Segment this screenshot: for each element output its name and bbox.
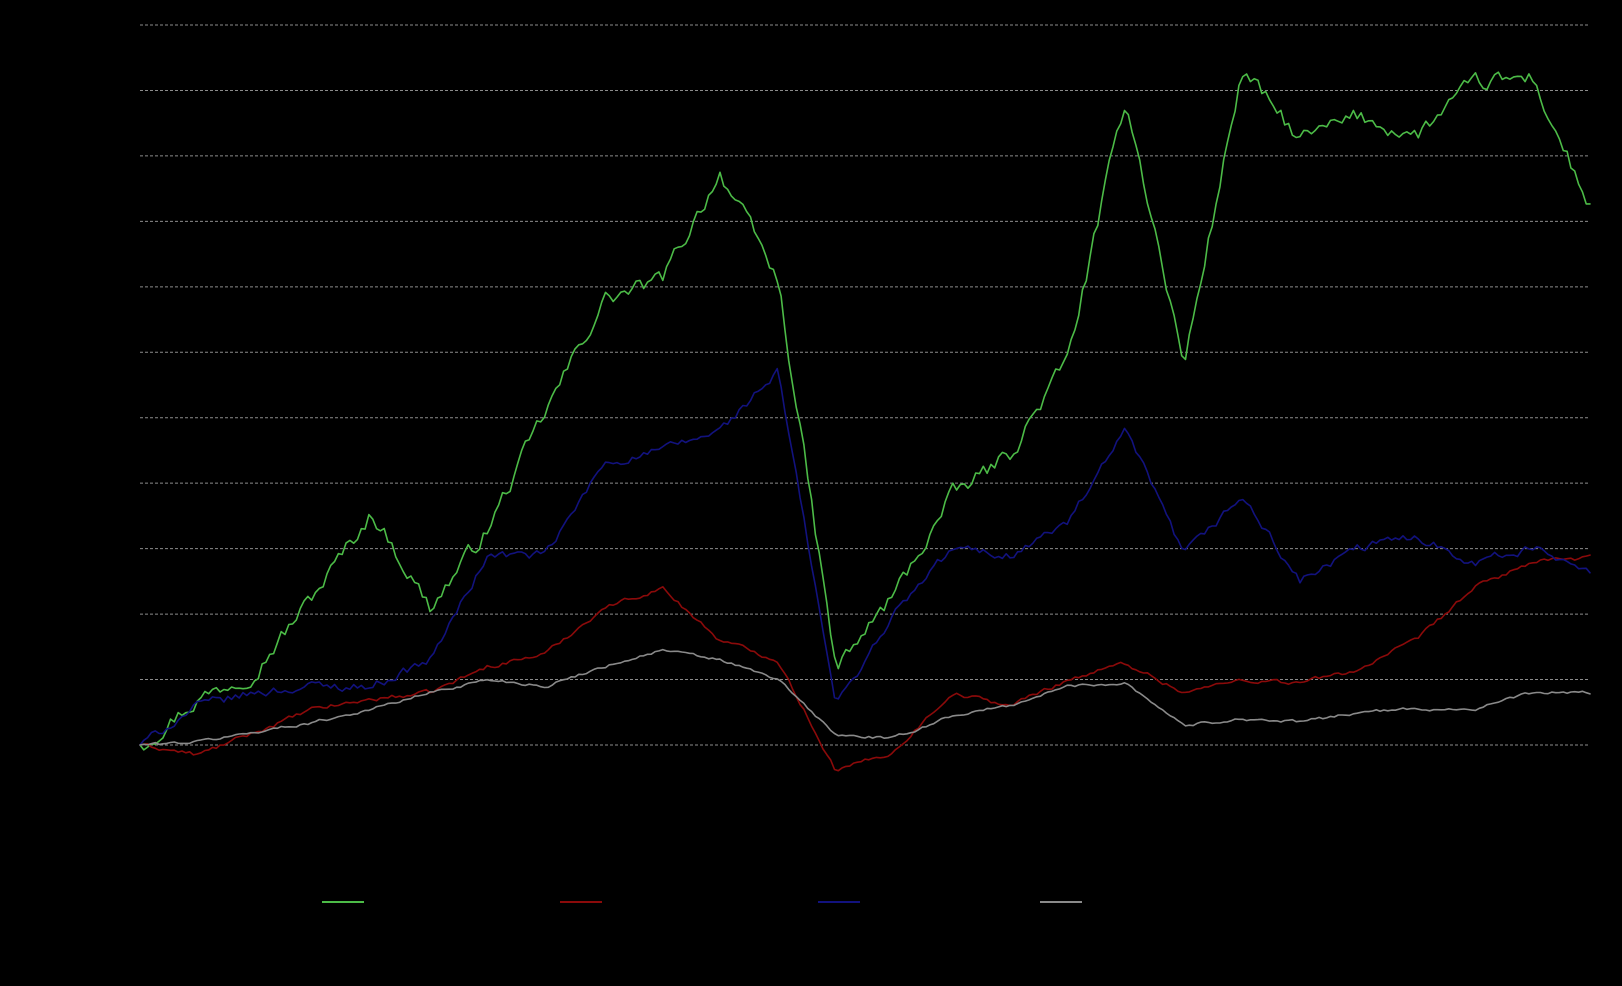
- series-lines: [139, 71, 1591, 772]
- series-line: [139, 367, 1591, 746]
- series-line: [139, 648, 1591, 746]
- series-line: [139, 554, 1591, 772]
- series-line: [139, 71, 1591, 751]
- grid-lines: [140, 24, 1590, 746]
